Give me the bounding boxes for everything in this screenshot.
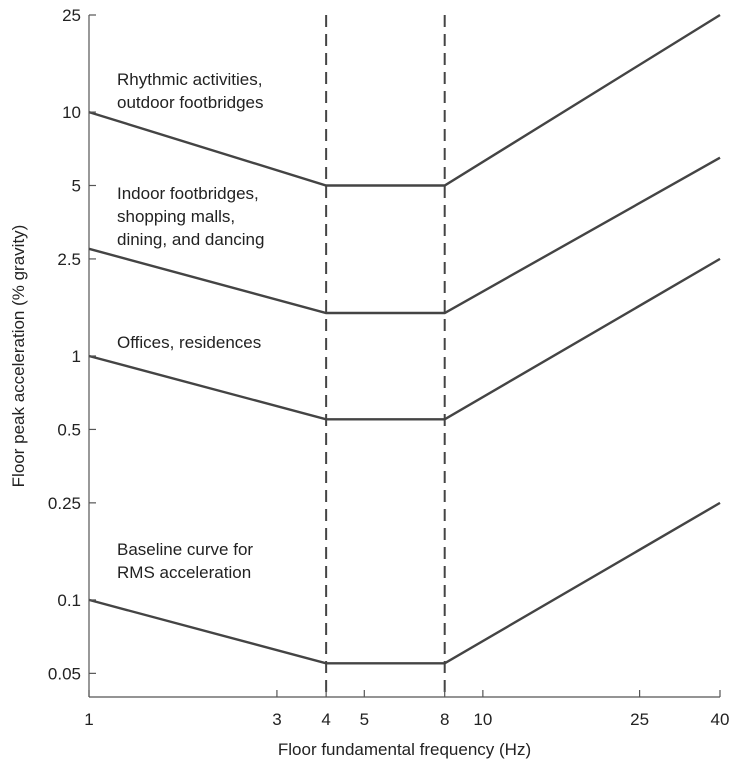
annotations: Rhythmic activities, outdoor footbridges I…: [117, 70, 264, 582]
axes: [88, 15, 720, 698]
x-tick-label: 1: [84, 710, 93, 729]
series-lines: [88, 13, 721, 665]
y-tick-label: 2.5: [57, 250, 81, 269]
series-line-2: [88, 156, 721, 315]
annotation-line: Indoor footbridges,: [117, 184, 259, 203]
y-tick-label: 0.05: [48, 664, 81, 683]
y-tick-label: 1: [72, 347, 81, 366]
annotation-4: Baseline curve for RMS acceleration: [117, 540, 253, 582]
series-line-4: [88, 501, 721, 665]
x-tick-label: 40: [711, 710, 730, 729]
y-tick-label: 0.5: [57, 420, 81, 439]
series-line-3: [88, 257, 721, 421]
y-tick-label: 0.25: [48, 494, 81, 513]
annotation-line: RMS acceleration: [117, 563, 251, 582]
y-axis-label: Floor peak acceleration (% gravity): [9, 225, 28, 488]
x-axis-label: Floor fundamental frequency (Hz): [278, 740, 531, 759]
y-tick-label: 0.1: [57, 591, 81, 610]
x-tick-label: 3: [272, 710, 281, 729]
x-tick-label: 5: [360, 710, 369, 729]
reference-lines: [325, 15, 446, 697]
y-tick-label: 5: [72, 177, 81, 196]
annotation-line: Offices, residences: [117, 333, 261, 352]
annotation-3: Offices, residences: [117, 333, 261, 352]
x-tick-label: 8: [440, 710, 449, 729]
annotation-2: Indoor footbridges, shopping malls, dining…: [117, 184, 264, 249]
x-tick-label: 25: [630, 710, 649, 729]
annotation-line: Baseline curve for: [117, 540, 253, 559]
annotation-line: shopping malls,: [117, 207, 235, 226]
x-tick-label: 10: [473, 710, 492, 729]
series-line-1: [88, 13, 721, 187]
y-tick-label: 25: [62, 6, 81, 25]
y-tick-label: 10: [62, 103, 81, 122]
annotation-line: dining, and dancing: [117, 230, 264, 249]
y-axis-ticks: 0.05 0.1 0.25 0.5 1 2.5 5 10 25: [48, 6, 96, 683]
annotation-1: Rhythmic activities, outdoor footbridges: [117, 70, 264, 112]
annotation-line: Rhythmic activities,: [117, 70, 262, 89]
x-tick-label: 4: [321, 710, 330, 729]
annotation-line: outdoor footbridges: [117, 93, 264, 112]
x-axis-ticks: 1 3 4 5 8 10 25 40: [84, 690, 729, 729]
